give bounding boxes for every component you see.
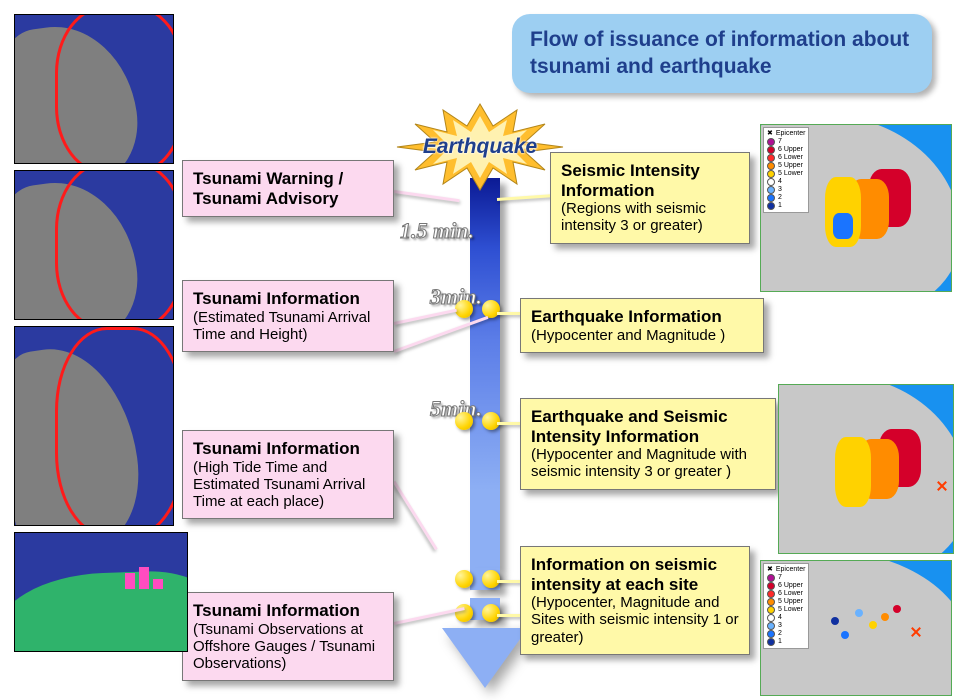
timeline-dot <box>482 604 500 622</box>
tsunami-obs-map <box>14 532 188 652</box>
intensity-legend: ✖Epicenter76 Upper6 Lower5 Upper5 Lower4… <box>763 127 809 213</box>
intensity-legend: ✖Epicenter76 Upper6 Lower5 Upper5 Lower4… <box>763 563 809 649</box>
site-intensity-box: Information on seismic intensity at each… <box>520 546 750 655</box>
box-subtitle: (Hypocenter and Magnitude ) <box>531 327 753 344</box>
tsunami-eta-map <box>14 170 174 320</box>
tsunami-info-obs-box: Tsunami Information (Tsunami Observation… <box>182 592 394 681</box>
timeline-dot <box>482 412 500 430</box>
box-title: Earthquake and Seismic Intensity Informa… <box>531 407 765 446</box>
seismic-intensity-box: Seismic Intensity Information (Regions w… <box>550 152 750 244</box>
earthquake-seismic-box: Earthquake and Seismic Intensity Informa… <box>520 398 776 490</box>
connector <box>393 481 438 550</box>
box-title: Seismic Intensity Information <box>561 161 739 200</box>
tsunami-hightide-map <box>14 326 174 526</box>
timeline-dot <box>482 570 500 588</box>
timeline-dot <box>455 412 473 430</box>
box-subtitle: (Hypocenter, Magnitude and Sites with se… <box>531 594 739 646</box>
tsunami-info-hightide-box: Tsunami Information (High Tide Time and … <box>182 430 394 519</box>
box-title: Earthquake Information <box>531 307 753 327</box>
box-title: Tsunami Information <box>193 601 383 621</box>
tsunami-warning-box: Tsunami Warning / Tsunami Advisory <box>182 160 394 217</box>
timeline-dot <box>482 300 500 318</box>
box-subtitle: (Tsunami Observations at Offshore Gauges… <box>193 621 383 673</box>
box-subtitle: (Hypocenter and Magnitude with seismic i… <box>531 446 765 481</box>
time-label-1-5min: 1.5 min. <box>400 218 474 244</box>
box-subtitle: (Estimated Tsunami Arrival Time and Heig… <box>193 309 383 344</box>
page-title: Flow of issuance of information about ts… <box>512 14 932 93</box>
box-title: Tsunami Information <box>193 439 383 459</box>
box-title: Information on seismic intensity at each… <box>531 555 739 594</box>
box-title: Tsunami Information <box>193 289 383 309</box>
timeline-dot <box>455 300 473 318</box>
box-subtitle: (High Tide Time and Estimated Tsunami Ar… <box>193 459 383 511</box>
earthquake-info-box: Earthquake Information (Hypocenter and M… <box>520 298 764 353</box>
earthquake-seismic-map <box>778 384 954 554</box>
box-title: Tsunami Warning / Tsunami Advisory <box>193 169 383 208</box>
tsunami-warning-map <box>14 14 174 164</box>
timeline-dot <box>455 570 473 588</box>
box-subtitle: (Regions with seismic intensity 3 or gre… <box>561 200 739 235</box>
tsunami-info-eta-box: Tsunami Information (Estimated Tsunami A… <box>182 280 394 352</box>
burst-label: Earthquake <box>423 135 537 159</box>
seismic-intensity-map: ✖Epicenter76 Upper6 Lower5 Upper5 Lower4… <box>760 124 952 292</box>
site-intensity-map: ✖Epicenter76 Upper6 Lower5 Upper5 Lower4… <box>760 560 952 696</box>
earthquake-burst: Earthquake <box>395 102 565 192</box>
